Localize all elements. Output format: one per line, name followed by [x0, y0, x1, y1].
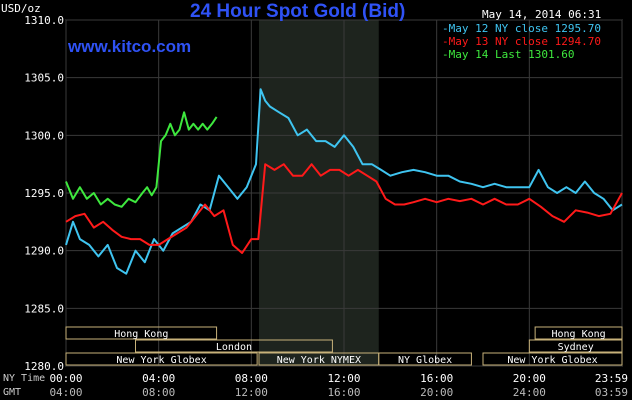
legend-item-may12: -May 12 NY close 1295.70	[442, 22, 601, 35]
legend-label: May 13 NY close 1294.70	[448, 35, 601, 48]
x-tick-label-ny: 12:00	[327, 372, 360, 385]
x-axis-ticks: 00:0004:0004:0008:0008:0012:0012:0016:00…	[49, 372, 628, 399]
session-label: New York Globex	[116, 355, 206, 366]
series-line	[65, 163, 623, 254]
legend-label: May 14 Last 1301.60	[448, 48, 575, 61]
session-box	[65, 326, 218, 340]
x-tick-label-ny: 20:00	[513, 372, 546, 385]
session-box	[135, 339, 333, 353]
session-box	[482, 352, 623, 366]
session-label: New York Globex	[507, 355, 597, 366]
session-box	[378, 352, 472, 366]
series-line	[65, 88, 623, 275]
session-box	[528, 339, 623, 353]
x-tick-label-gmt: 08:00	[142, 386, 175, 399]
timestamp: May 14, 2014 06:31	[482, 8, 602, 21]
x-tick-label-ny: 00:00	[49, 372, 82, 385]
chart-title: 24 Hour Spot Gold (Bid)	[190, 1, 406, 22]
x-tick-label-gmt: 20:00	[420, 386, 453, 399]
y-tick-label: 1310.0	[24, 14, 64, 27]
x-tick-label-ny: 08:00	[235, 372, 268, 385]
y-axis-ticks: 1280.0 1285.0 1290.0 1295.0 1300.0 1305.0 1310…	[24, 14, 64, 373]
y-tick-label: 1285.0	[24, 302, 64, 315]
y-tick-label: 1290.0	[24, 245, 64, 258]
legend-item-may13: -May 13 NY close 1294.70	[442, 35, 601, 48]
y-tick-label: 1300.0	[24, 129, 64, 142]
x-tick-label-ny: 04:00	[142, 372, 175, 385]
x-tick-label-gmt: 03:59	[595, 386, 628, 399]
series-line	[65, 111, 218, 208]
gmt-label: GMT	[3, 387, 22, 398]
price-series	[65, 88, 623, 275]
y-tick-label: 1280.0	[24, 360, 64, 373]
site-url-link[interactable]: www.kitco.com	[68, 37, 192, 56]
session-label: Sydney	[558, 342, 594, 353]
y-axis-unit: USD/oz	[1, 2, 41, 15]
session-label: NY Globex	[398, 355, 452, 366]
y-tick-label: 1295.0	[24, 187, 64, 200]
session-box	[65, 352, 258, 366]
x-tick-label-gmt: 12:00	[235, 386, 268, 399]
legend-label: May 12 NY close 1295.70	[448, 22, 601, 35]
session-box	[534, 326, 623, 340]
session-label: Hong Kong	[114, 329, 168, 340]
session-label: Hong Kong	[551, 329, 605, 340]
x-tick-label-gmt: 16:00	[327, 386, 360, 399]
session-label: New York NYMEX	[277, 355, 361, 366]
legend-item-may14: -May 14 Last 1301.60	[442, 48, 575, 61]
x-tick-label-gmt: 24:00	[513, 386, 546, 399]
session-label: London	[216, 342, 252, 353]
x-tick-label-ny: 23:59	[595, 372, 628, 385]
x-tick-label-ny: 16:00	[420, 372, 453, 385]
ny-time-label: NY Time	[3, 373, 46, 384]
market-sessions: Hong Kong London New York Globex New York N…	[65, 326, 623, 366]
y-tick-label: 1305.0	[24, 72, 64, 85]
legend: -May 12 NY close 1295.70 -May 13 NY clos…	[442, 22, 601, 61]
x-tick-label-gmt: 04:00	[49, 386, 82, 399]
